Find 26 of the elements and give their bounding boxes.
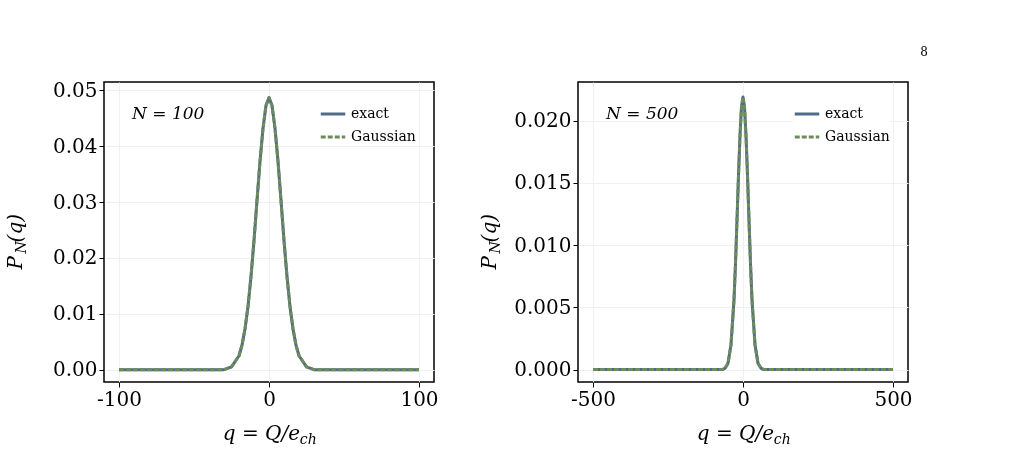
- annotation: N = 500: [605, 103, 679, 123]
- annotation: N = 100: [131, 103, 205, 123]
- legend-label: exact: [351, 105, 390, 121]
- text: 8: [920, 45, 928, 59]
- legend-label: exact: [825, 105, 864, 121]
- y-tick-label: 0.05: [52, 77, 98, 102]
- y-tick-label: 0.020: [514, 108, 572, 133]
- y-tick-label: 0.03: [52, 189, 98, 214]
- y-tick-label: 0.00: [52, 357, 98, 382]
- y-tick-label: 0.010: [514, 232, 572, 257]
- x-tick-label: -100: [97, 386, 142, 411]
- y-axis-title: PN(q): [3, 213, 29, 271]
- x-tick-label: 500: [874, 386, 913, 411]
- x-tick-label: 0: [263, 386, 276, 411]
- legend-label: Gaussian: [825, 128, 890, 144]
- y-tick-label: 0.01: [52, 301, 98, 326]
- y-tick-label: 0.005: [514, 294, 572, 319]
- legend-label: Gaussian: [351, 128, 416, 144]
- x-tick-label: 100: [400, 386, 439, 411]
- x-tick-label: -500: [571, 386, 616, 411]
- y-tick-label: 0.015: [514, 170, 572, 195]
- y-tick-label: 0.000: [514, 357, 572, 382]
- y-axis-title: PN(q): [477, 213, 503, 271]
- y-tick-label: 0.04: [52, 133, 98, 158]
- y-tick-label: 0.02: [52, 245, 98, 270]
- x-tick-label: 0: [737, 386, 750, 411]
